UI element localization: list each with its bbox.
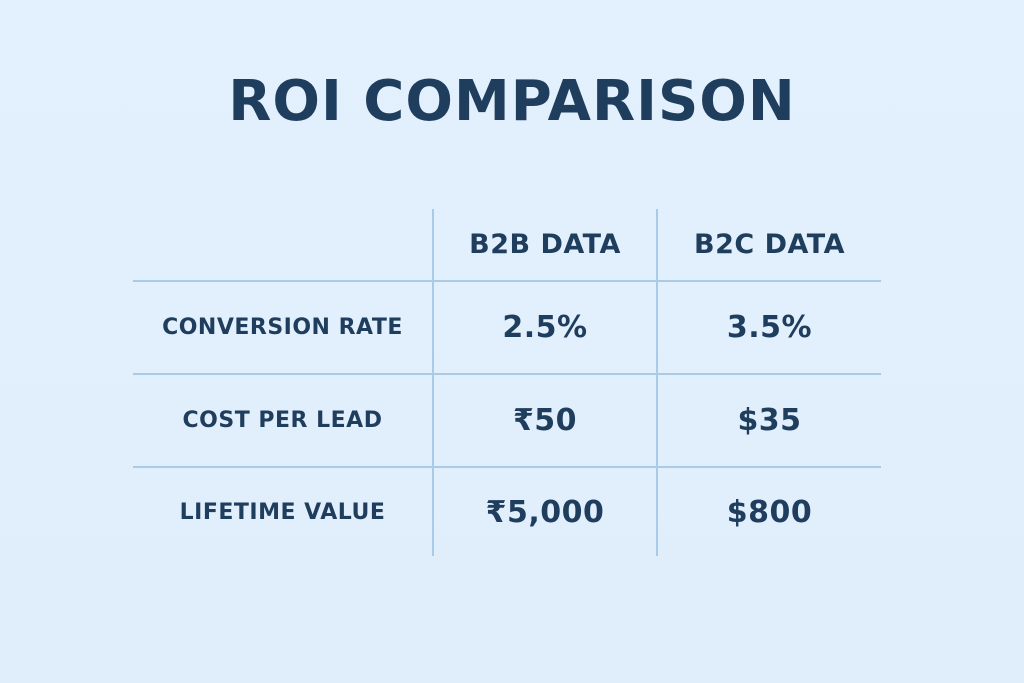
table-divider-horizontal-2 (133, 373, 881, 375)
cell-conversion-rate-b2c: 3.5% (726, 310, 813, 345)
page-title: ROI COMPARISON (228, 69, 796, 134)
cell-lifetime-value-b2c: $800 (726, 494, 813, 530)
row-label-lifetime-value: LIFETIME VALUE (179, 499, 386, 525)
roi-comparison-table: B2B DATA B2C DATA CONVERSION RATE 2.5% 3… (133, 209, 881, 556)
cell-conversion-rate-b2b: 2.5% (502, 310, 588, 345)
cell-cost-per-lead-b2c: $35 (737, 403, 802, 438)
column-header-b2b: B2B DATA (469, 229, 621, 260)
column-header-b2c: B2C DATA (693, 229, 845, 260)
cell-cost-per-lead-b2b: ₹50 (512, 403, 578, 438)
table-divider-vertical-1 (432, 209, 434, 556)
row-label-conversion-rate: CONVERSION RATE (162, 315, 403, 340)
table-divider-horizontal-3 (133, 466, 881, 468)
table-divider-horizontal-1 (133, 280, 881, 282)
row-label-cost-per-lead: COST PER LEAD (182, 408, 383, 433)
table-divider-vertical-2 (656, 209, 658, 556)
cell-lifetime-value-b2b: ₹5,000 (485, 494, 605, 530)
